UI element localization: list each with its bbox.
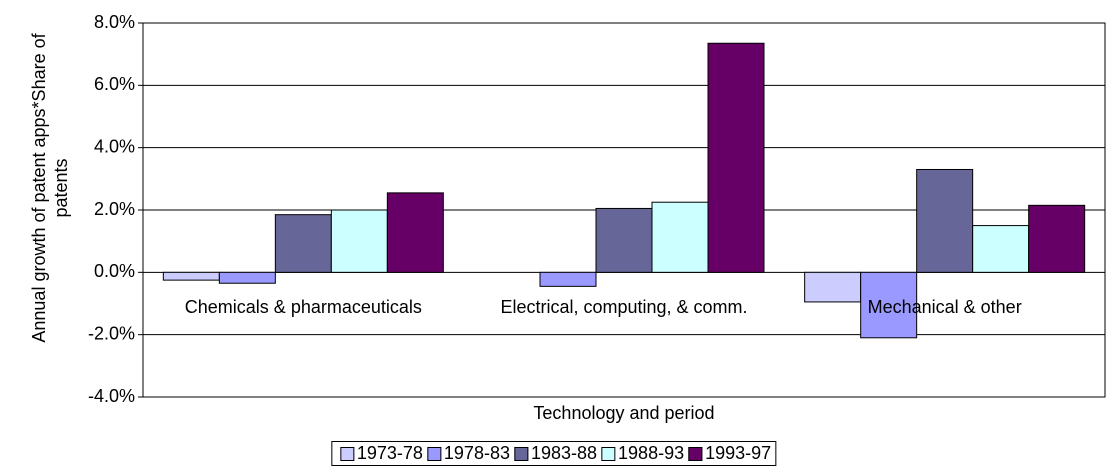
bar	[707, 42, 765, 273]
y-tick-label: 0.0%	[94, 261, 135, 281]
x-tick-label: Mechanical & other	[867, 297, 1022, 318]
bar	[804, 271, 862, 303]
legend-swatch	[601, 446, 616, 461]
bar	[860, 271, 918, 339]
legend-label: 1983-88	[530, 443, 598, 463]
bar	[539, 271, 597, 287]
legend: 1973-78 1978-83 1983-88 1988-93 1993-97	[330, 441, 777, 466]
legend-label: 1993-97	[705, 443, 772, 463]
y-tick-label: 4.0%	[94, 136, 135, 156]
legend-swatch	[513, 446, 528, 461]
bar	[595, 207, 653, 273]
y-tick-label: -2.0%	[88, 323, 135, 343]
y-tick-label: -4.0%	[88, 386, 135, 406]
x-axis-title: Technology and period	[533, 403, 715, 423]
bar	[386, 192, 444, 273]
legend-label: 1988-93	[618, 443, 685, 463]
plot-area	[142, 22, 1106, 398]
legend-swatch	[339, 446, 354, 461]
bar	[1028, 204, 1086, 273]
y-tick-label: 2.0%	[94, 199, 135, 219]
bar	[330, 209, 388, 273]
legend-label: 1973-78	[356, 443, 423, 463]
y-tick-label: 6.0%	[94, 74, 135, 94]
bar	[274, 214, 332, 273]
y-tick-label: 8.0%	[94, 12, 135, 32]
legend-swatch	[426, 446, 441, 461]
bar	[651, 201, 709, 273]
bar	[162, 271, 220, 281]
legend-label: 1978-83	[443, 443, 510, 463]
legend-swatch	[688, 446, 703, 461]
x-tick-label: Electrical, computing, & comm.	[500, 297, 748, 318]
bar	[972, 225, 1030, 273]
x-tick-label: Chemicals & pharmaceuticals	[184, 297, 422, 318]
bar	[916, 168, 974, 273]
y-axis-title: Annual growth of patent apps*Share of pa…	[29, 33, 71, 343]
bar	[218, 271, 276, 284]
